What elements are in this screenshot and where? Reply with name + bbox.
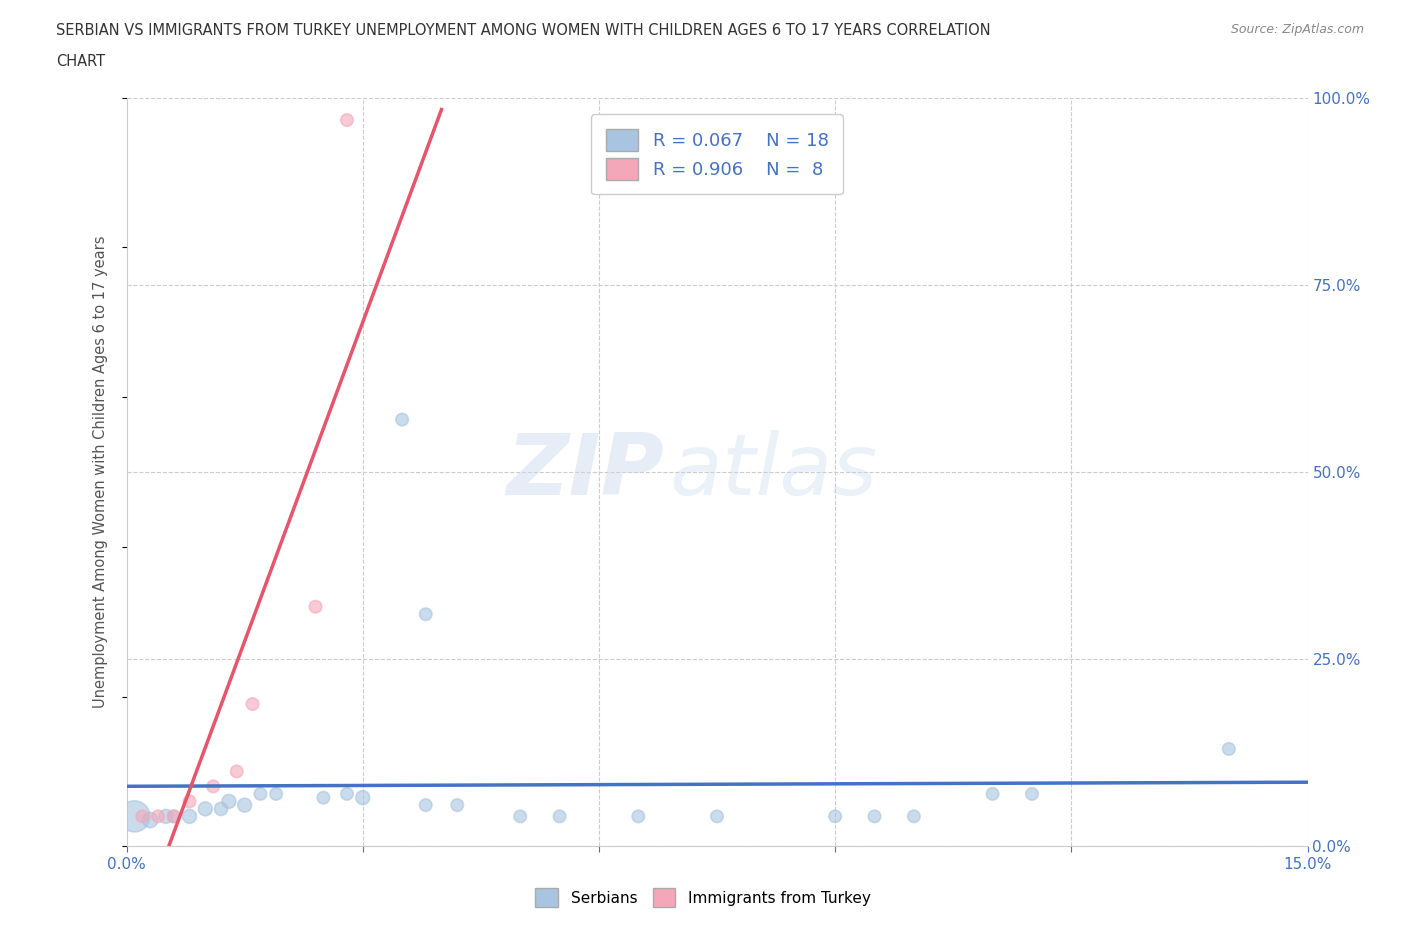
Point xyxy=(548,809,571,824)
Point xyxy=(155,809,177,824)
Point xyxy=(312,790,335,805)
Point xyxy=(225,764,247,779)
Point xyxy=(124,809,146,824)
Point xyxy=(391,412,413,427)
Y-axis label: Unemployment Among Women with Children Ages 6 to 17 years: Unemployment Among Women with Children A… xyxy=(93,235,108,709)
Point xyxy=(163,809,186,824)
Point xyxy=(264,787,287,802)
Point xyxy=(336,113,359,127)
Point xyxy=(1021,787,1043,802)
Point xyxy=(415,798,437,813)
Point xyxy=(131,809,153,824)
Text: CHART: CHART xyxy=(56,54,105,69)
Text: SERBIAN VS IMMIGRANTS FROM TURKEY UNEMPLOYMENT AMONG WOMEN WITH CHILDREN AGES 6 : SERBIAN VS IMMIGRANTS FROM TURKEY UNEMPL… xyxy=(56,23,991,38)
Point xyxy=(146,809,169,824)
Point xyxy=(209,802,232,817)
Text: Source: ZipAtlas.com: Source: ZipAtlas.com xyxy=(1230,23,1364,36)
Point xyxy=(304,599,326,614)
Point xyxy=(202,779,225,794)
Point xyxy=(981,787,1004,802)
Point xyxy=(179,794,201,809)
Point xyxy=(249,787,271,802)
Point xyxy=(824,809,846,824)
Point xyxy=(446,798,468,813)
Point xyxy=(242,697,264,711)
Point xyxy=(194,802,217,817)
Point xyxy=(139,813,162,828)
Point xyxy=(415,606,437,621)
Text: ZIP: ZIP xyxy=(506,431,664,513)
Point xyxy=(627,809,650,824)
Point xyxy=(336,787,359,802)
Point xyxy=(903,809,925,824)
Point xyxy=(1218,741,1240,756)
Point xyxy=(163,809,186,824)
Point xyxy=(179,809,201,824)
Point xyxy=(706,809,728,824)
Legend: Serbians, Immigrants from Turkey: Serbians, Immigrants from Turkey xyxy=(530,883,876,913)
Point xyxy=(509,809,531,824)
Point xyxy=(352,790,374,805)
Point xyxy=(863,809,886,824)
Point xyxy=(233,798,256,813)
Text: atlas: atlas xyxy=(669,431,877,513)
Point xyxy=(218,794,240,809)
Legend: R = 0.067    N = 18, R = 0.906    N =  8: R = 0.067 N = 18, R = 0.906 N = 8 xyxy=(591,114,844,194)
